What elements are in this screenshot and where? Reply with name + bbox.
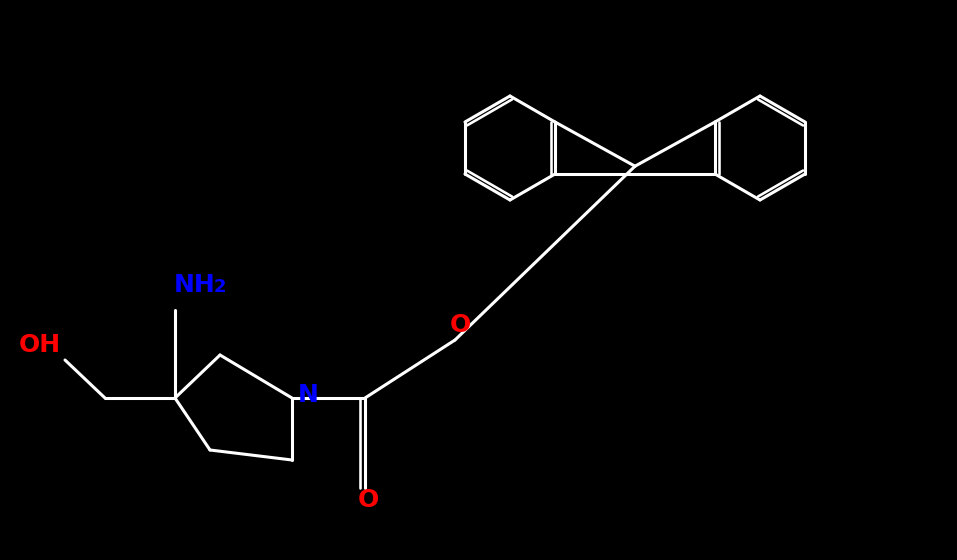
Text: O: O xyxy=(357,488,379,512)
Text: 2: 2 xyxy=(213,278,226,296)
Text: O: O xyxy=(450,313,471,337)
Text: OH: OH xyxy=(19,333,61,357)
Text: N: N xyxy=(298,383,319,407)
Text: NH: NH xyxy=(174,273,216,297)
